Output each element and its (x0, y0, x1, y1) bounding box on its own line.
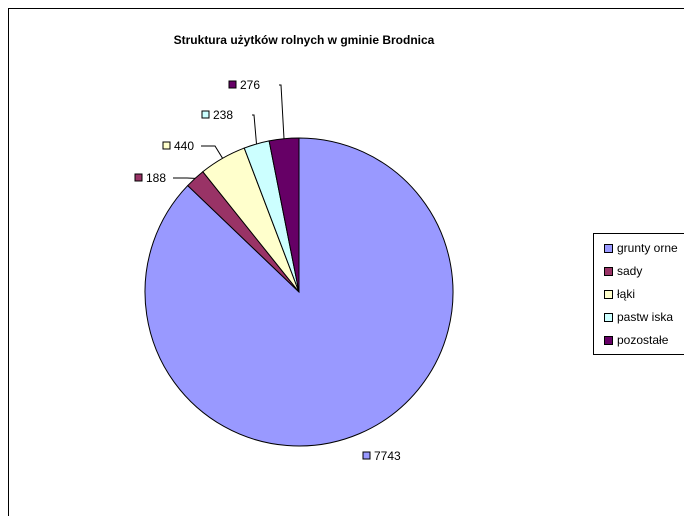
chart-area: Struktura użytków rolnych w gminie Brodn… (8, 8, 684, 516)
legend-swatch-sady (604, 267, 613, 276)
data-label-key-pozosta-e (229, 81, 236, 88)
legend-item-pozosta-e: pozostałe (604, 333, 668, 347)
legend-item-pastw-iska: pastw iska (604, 310, 673, 324)
data-label-key-ki (163, 142, 170, 149)
legend-label-pastw-iska: pastw iska (617, 310, 673, 324)
data-label-sady: 188 (146, 171, 166, 185)
legend-label-sady: sady (617, 264, 642, 278)
pie-chart: 7743 188 440 238 276 (9, 9, 684, 516)
data-label-pozosta-e: 276 (240, 78, 260, 92)
legend-item-grunty-orne: grunty orne (604, 241, 678, 255)
legend-label-grunty-orne: grunty orne (617, 241, 678, 255)
legend-label-pozosta-e: pozostałe (617, 333, 668, 347)
leader-line-pozosta-e (279, 85, 284, 139)
data-label-key-grunty-orne (363, 452, 370, 459)
legend: grunty orne sady łąki pastw iska pozostałe (593, 233, 684, 355)
legend-label-ki: łąki (617, 287, 635, 301)
legend-swatch-pozosta-e (604, 336, 613, 345)
data-label-ki: 440 (174, 139, 194, 153)
legend-item-sady: sady (604, 264, 642, 278)
legend-swatch-pastw-iska (604, 313, 613, 322)
leader-line-ki (201, 146, 223, 158)
legend-swatch-ki (604, 290, 613, 299)
data-label-key-sady (135, 174, 142, 181)
data-label-key-pastw-iska (202, 111, 209, 118)
data-label-pastw-iska: 238 (213, 108, 233, 122)
leader-line-pastw-iska (252, 115, 257, 144)
legend-swatch-grunty-orne (604, 244, 613, 253)
legend-item-ki: łąki (604, 287, 635, 301)
data-label-grunty-orne: 7743 (374, 449, 401, 463)
